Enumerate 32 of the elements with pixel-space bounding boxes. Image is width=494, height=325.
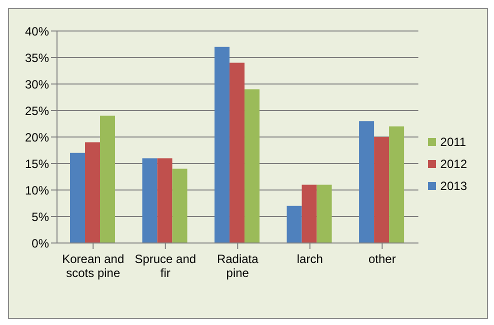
bar: [359, 121, 374, 243]
y-tick-label: 15%: [24, 156, 50, 171]
bar: [172, 168, 188, 243]
bar: [214, 46, 230, 243]
bar: [244, 89, 260, 243]
bar: [70, 152, 86, 243]
bar: [157, 158, 172, 243]
x-tick-label: Spruce and fir: [134, 252, 196, 280]
x-tick-label: Korean and scots pine: [62, 252, 124, 280]
y-tick-label: 30%: [24, 77, 50, 92]
y-tick-label: 35%: [24, 50, 50, 65]
bar: [286, 206, 302, 243]
x-tick-label: larch: [296, 252, 323, 266]
bar: [85, 142, 100, 243]
y-tick-label: 20%: [24, 130, 50, 144]
legend-label: 2011: [440, 134, 466, 148]
y-tick-label: 25%: [24, 104, 50, 118]
bar: [316, 184, 332, 243]
bar: [302, 184, 317, 243]
x-tick-label: Radiata pine: [216, 252, 259, 280]
legend-label: 2013: [440, 178, 467, 192]
x-tick-label: other: [368, 252, 396, 266]
bar: [142, 158, 158, 243]
y-tick-label: 0%: [32, 236, 50, 250]
bar: [100, 116, 116, 243]
bar: [374, 137, 390, 243]
bar: [389, 126, 404, 243]
y-tick-label: 5%: [32, 210, 50, 224]
legend-label: 2012: [440, 156, 467, 170]
bar: [230, 62, 245, 243]
y-tick-label: 40%: [24, 24, 50, 38]
y-tick-label: 10%: [24, 183, 50, 198]
